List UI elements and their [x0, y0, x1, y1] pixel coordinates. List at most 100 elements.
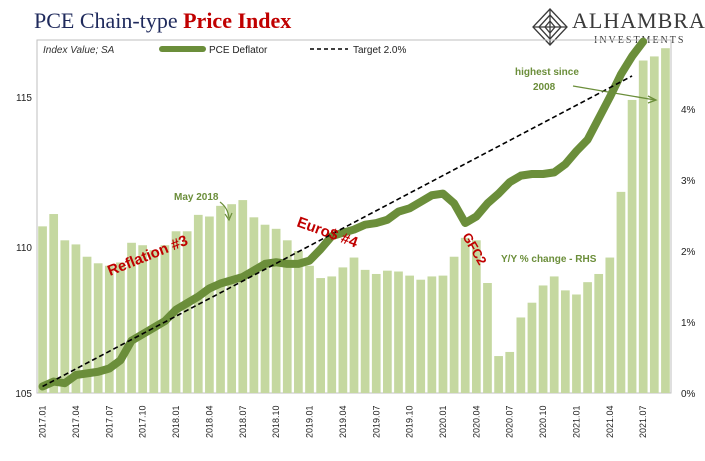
x-axis-ticks: 2017.01 2017.04 2017.07 2017.10 2018.01 2018.… — [38, 405, 649, 438]
yoy-bar — [116, 262, 125, 393]
yoy-bar — [438, 275, 448, 393]
yoy-bar — [82, 256, 92, 393]
yoy-bar — [182, 231, 192, 393]
yoy-bar — [38, 226, 47, 393]
yoy-bar — [104, 265, 114, 393]
chart-title: PCE Chain-type Price Index — [34, 8, 291, 34]
x-tick-label: 2019.07 — [371, 405, 381, 438]
x-tick-label: 2017.04 — [71, 405, 81, 438]
yoy-bar — [294, 250, 303, 393]
yoy-bar — [360, 269, 370, 393]
yoy-bar — [516, 317, 526, 393]
x-tick-label: 2021.01 — [571, 405, 581, 438]
yoy-bar — [271, 228, 281, 393]
yoy-bar — [260, 224, 270, 393]
x-tick-label: 2020.10 — [538, 405, 548, 438]
yoy-bar — [549, 276, 559, 393]
yoy-bar — [349, 257, 359, 393]
x-tick-label: 2019.04 — [338, 405, 348, 438]
yoy-bar — [427, 276, 437, 393]
logo-name: ALHAMBRA — [572, 8, 705, 33]
chart-title-part2: Price Index — [183, 8, 292, 33]
chart-lines — [38, 37, 648, 391]
yoy-bar — [594, 273, 604, 393]
yoy-bar — [449, 256, 459, 393]
yoy-bar — [460, 237, 470, 393]
y-right-tick-0: 0% — [681, 389, 696, 400]
yoy-bar — [338, 267, 348, 393]
x-tick-label: 2017.07 — [104, 405, 114, 438]
yoy-bar — [227, 204, 237, 393]
x-tick-label: 2018.10 — [271, 405, 281, 438]
yoy-bar — [327, 276, 337, 393]
annotation-2008: 2008 — [533, 82, 556, 93]
yoy-bar — [627, 99, 637, 394]
logo-mark-icon — [532, 8, 568, 46]
x-tick-label: 2019.01 — [305, 405, 315, 438]
y-right-tick-1: 1% — [681, 318, 696, 329]
yoy-bar — [49, 214, 59, 393]
yoy-bar — [394, 271, 403, 393]
y-left-tick-105: 105 — [15, 389, 32, 400]
x-tick-label: 2020.01 — [438, 405, 448, 438]
chart-subtitle: Index Value; SA — [43, 45, 115, 56]
yoy-bar — [371, 273, 381, 393]
yoy-bar — [494, 356, 503, 393]
yoy-bar — [649, 56, 659, 394]
annotation-highest-since: highest since — [515, 67, 579, 78]
yoy-bars — [38, 48, 670, 394]
annotation-yoy-rhs: Y/Y % change - RHS — [501, 254, 597, 265]
legend-target-label: Target 2.0% — [353, 45, 406, 56]
annotation-may-2018: May 2018 — [174, 192, 219, 203]
yoy-bar — [527, 302, 537, 393]
legend-pce-label: PCE Deflator — [209, 45, 268, 56]
yoy-bar — [316, 278, 325, 393]
yoy-bar — [416, 279, 426, 393]
yoy-bar — [93, 263, 103, 393]
yoy-bar — [661, 48, 670, 394]
yoy-bar — [305, 265, 314, 393]
yoy-bar — [538, 285, 548, 393]
yoy-bar — [71, 244, 81, 393]
yoy-bar — [616, 191, 626, 393]
y-left-tick-115: 115 — [16, 93, 32, 104]
x-tick-label: 2019.10 — [405, 405, 415, 438]
annotation-may-2018-arrowhead — [224, 212, 233, 222]
yoy-bar — [282, 240, 292, 393]
yoy-bar — [483, 283, 492, 393]
yoy-bar — [505, 351, 515, 393]
x-tick-label: 2017.10 — [138, 405, 148, 438]
x-tick-label: 2021.07 — [638, 405, 648, 438]
yoy-bar — [149, 250, 159, 393]
yoy-bar — [383, 270, 392, 393]
x-tick-label: 2018.01 — [171, 405, 181, 438]
x-tick-label: 2020.04 — [471, 405, 481, 438]
y-right-tick-4: 4% — [681, 105, 696, 116]
y-left-tick-110: 110 — [16, 243, 32, 254]
yoy-bar — [605, 257, 615, 393]
target-2pct-line — [42, 75, 633, 388]
yoy-bar — [127, 242, 136, 393]
x-tick-label: 2018.07 — [238, 405, 248, 438]
yoy-bar — [638, 60, 648, 394]
yoy-bar — [249, 217, 259, 393]
yoy-bar — [138, 245, 148, 393]
yoy-bar — [238, 200, 248, 393]
x-tick-label: 2017.01 — [38, 405, 48, 438]
yoy-bar — [560, 290, 570, 393]
yoy-bar — [471, 240, 481, 393]
annotation-highest-arrowhead — [647, 95, 658, 104]
yoy-bar — [405, 275, 414, 393]
x-tick-label: 2021.04 — [605, 405, 615, 438]
annotation-may-2018-arrow — [219, 201, 230, 219]
yoy-bar — [583, 282, 592, 393]
y-right-tick-3: 3% — [681, 176, 696, 187]
x-tick-label: 2018.04 — [204, 405, 214, 438]
yoy-bar — [205, 216, 214, 393]
yoy-bar — [216, 205, 225, 393]
chart-title-part1: PCE Chain-type — [34, 8, 184, 33]
annotation-highest-arrow — [572, 85, 656, 101]
y-right-tick-2: 2% — [681, 247, 696, 258]
yoy-bar — [60, 240, 70, 393]
